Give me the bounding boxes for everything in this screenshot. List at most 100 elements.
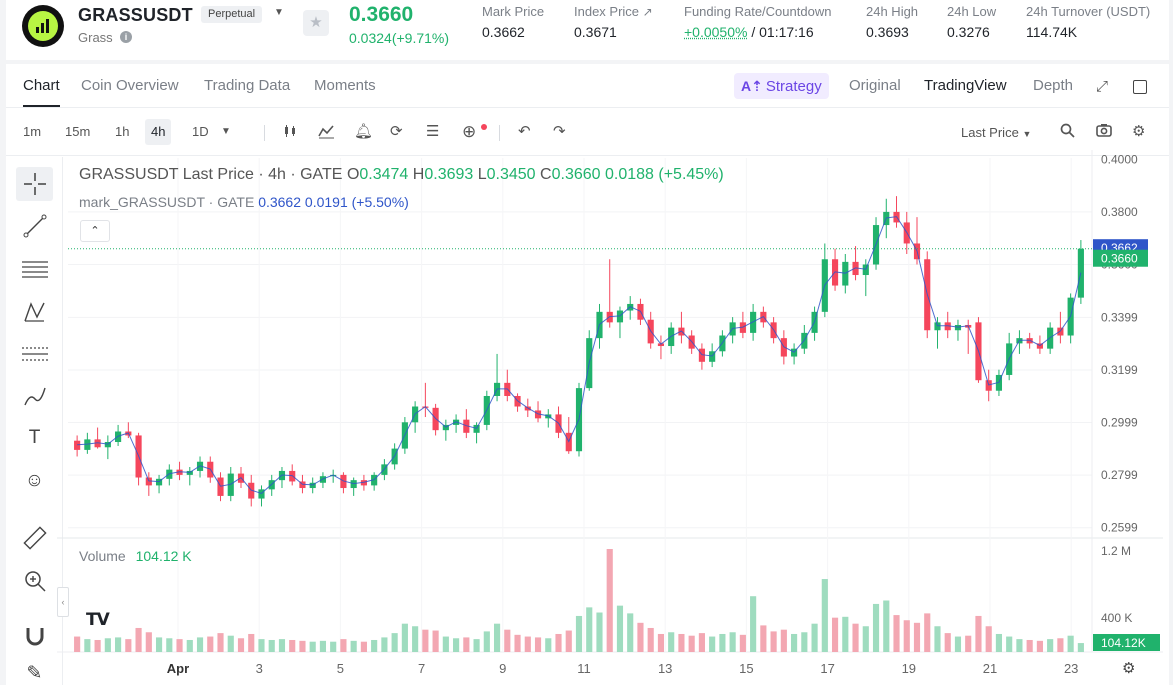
undo-icon[interactable]: ↶ bbox=[518, 123, 531, 140]
camera-icon[interactable] bbox=[1096, 123, 1112, 142]
volume-bar bbox=[821, 579, 828, 652]
candle-body bbox=[309, 482, 316, 489]
chart-settings-icon[interactable]: ⚙ bbox=[1122, 660, 1136, 677]
stat-24h-high: 24h High 0.3693 bbox=[866, 4, 918, 40]
strategy-button[interactable]: A⇡ Strategy bbox=[734, 73, 829, 99]
volume-legend-value: 104.12 K bbox=[135, 548, 192, 564]
price-change: 0.0324(+9.71%) bbox=[349, 30, 450, 46]
volume-bar bbox=[811, 623, 818, 652]
alert-bell-icon[interactable]: 🔔︎ bbox=[354, 123, 374, 140]
volume-bar bbox=[145, 632, 152, 652]
zoom-icon[interactable] bbox=[16, 564, 53, 598]
volume-bar bbox=[422, 629, 429, 652]
mark-price-line bbox=[77, 216, 1082, 494]
volume-bar bbox=[360, 641, 367, 652]
info-icon[interactable]: i bbox=[120, 31, 132, 43]
add-indicator-icon[interactable]: ⊕ bbox=[462, 122, 477, 141]
tab-tradingview[interactable]: TradingView bbox=[924, 77, 1007, 94]
candle-body bbox=[258, 489, 265, 499]
legend-collapse-button[interactable]: ⌃ bbox=[80, 220, 110, 242]
candle-body bbox=[104, 442, 111, 448]
timeframe-1m[interactable]: 1m bbox=[23, 124, 42, 139]
volume-bar bbox=[750, 596, 757, 652]
tab-chart[interactable]: Chart bbox=[23, 77, 60, 107]
volume-bar bbox=[780, 629, 787, 652]
volume-bar bbox=[883, 600, 890, 652]
volume-bar bbox=[985, 626, 992, 652]
volume-bar bbox=[831, 617, 839, 652]
expand-icon[interactable]: ⤢ bbox=[1096, 78, 1109, 95]
price-type-label: Last Price bbox=[961, 125, 1019, 140]
replay-icon[interactable]: ⟳ bbox=[390, 123, 403, 140]
pencil-icon[interactable]: ✎ bbox=[26, 663, 43, 684]
volume-bar bbox=[862, 626, 869, 652]
volume-bar bbox=[975, 615, 982, 652]
favorite-star-icon[interactable]: ★ bbox=[303, 10, 329, 36]
volume-bar bbox=[965, 635, 972, 652]
collapse-toolbar-icon[interactable]: ‹ bbox=[57, 587, 69, 617]
symbol-name[interactable]: GRASSUSDT bbox=[78, 5, 193, 25]
text-icon[interactable]: T bbox=[28, 427, 41, 448]
legend-h-label: H bbox=[412, 166, 425, 183]
timeframe-dropdown-icon[interactable]: ▼ bbox=[221, 126, 231, 137]
funding-rate-value[interactable]: +0.0050% bbox=[684, 24, 748, 40]
indicators-icon[interactable] bbox=[318, 123, 335, 144]
tab-original[interactable]: Original bbox=[849, 77, 901, 94]
stat-label-text: Index Price bbox=[574, 4, 640, 19]
templates-icon[interactable]: ☰ bbox=[426, 123, 440, 140]
timeframe-15m[interactable]: 15m bbox=[65, 124, 91, 139]
volume-bar bbox=[166, 638, 173, 652]
volume-bar bbox=[442, 636, 449, 652]
stat-value: 114.74K bbox=[1026, 24, 1078, 40]
ruler-icon[interactable] bbox=[16, 521, 53, 555]
time-axis-label: 15 bbox=[739, 661, 753, 676]
volume-bar bbox=[227, 635, 234, 652]
volume-axis-label: 400 K bbox=[1101, 611, 1132, 625]
chart-toolbar: 1m 15m 1h 4h 1D ▼ 🔔︎ ⟳ ☰ ⊕ ↶ ↷ Last Pric… bbox=[6, 109, 1169, 156]
fib-icon[interactable] bbox=[16, 252, 53, 286]
stat-value: 0.3671 bbox=[574, 24, 617, 40]
mark-legend-label: mark_GRASSUSDT · GATE bbox=[79, 194, 255, 210]
pattern-icon[interactable] bbox=[16, 295, 53, 329]
legend-high: 0.3693 bbox=[424, 166, 474, 183]
measure-icon[interactable] bbox=[16, 337, 53, 371]
emoji-icon[interactable]: ☺ bbox=[24, 470, 45, 491]
candle-type-icon[interactable] bbox=[283, 123, 299, 144]
stat-index-price[interactable]: Index Price ↗ 0.3671 bbox=[574, 4, 653, 40]
external-link-icon[interactable]: ↗ bbox=[642, 5, 653, 19]
time-axis-label: 3 bbox=[256, 661, 263, 676]
volume-bar bbox=[504, 629, 511, 652]
candle-body bbox=[862, 264, 869, 276]
candle-body bbox=[186, 470, 193, 475]
timeframe-1h[interactable]: 1h bbox=[115, 124, 130, 139]
tab-depth[interactable]: Depth bbox=[1033, 77, 1074, 94]
timeframe-4h[interactable]: 4h bbox=[145, 119, 172, 145]
tab-coin-overview[interactable]: Coin Overview bbox=[81, 77, 179, 94]
stat-label: Index Price ↗ bbox=[574, 4, 653, 19]
volume-bar bbox=[371, 639, 378, 652]
search-icon[interactable] bbox=[1060, 123, 1075, 143]
tab-trading-data[interactable]: Trading Data bbox=[204, 77, 291, 94]
candle-body bbox=[934, 322, 941, 331]
candle-body bbox=[954, 324, 962, 331]
trendline-icon[interactable] bbox=[16, 209, 53, 243]
legend-low: 0.3450 bbox=[486, 166, 536, 183]
stat-label: Mark Price bbox=[482, 4, 545, 19]
legend-close: 0.3660 bbox=[551, 166, 601, 183]
tradingview-logo[interactable]: TV bbox=[86, 610, 110, 630]
magnet-icon[interactable] bbox=[16, 620, 53, 654]
crosshair-icon[interactable] bbox=[16, 167, 53, 201]
symbol-dropdown-icon[interactable]: ▼ bbox=[274, 7, 284, 18]
mark-legend: mark_GRASSUSDT · GATE 0.3662 0.0191 (+5.… bbox=[79, 194, 409, 210]
brush-icon[interactable] bbox=[16, 379, 53, 413]
legend-l-label: L bbox=[477, 166, 487, 183]
window-mode-icon[interactable] bbox=[1133, 80, 1147, 94]
price-type-select[interactable]: Last Price ▼ bbox=[961, 125, 1031, 140]
timeframe-1d[interactable]: 1D bbox=[192, 124, 209, 139]
settings-gear-icon[interactable]: ⚙ bbox=[1132, 123, 1146, 140]
redo-icon[interactable]: ↷ bbox=[553, 123, 566, 140]
tab-moments[interactable]: Moments bbox=[314, 77, 376, 94]
current-price-tag-bg bbox=[1093, 249, 1148, 267]
